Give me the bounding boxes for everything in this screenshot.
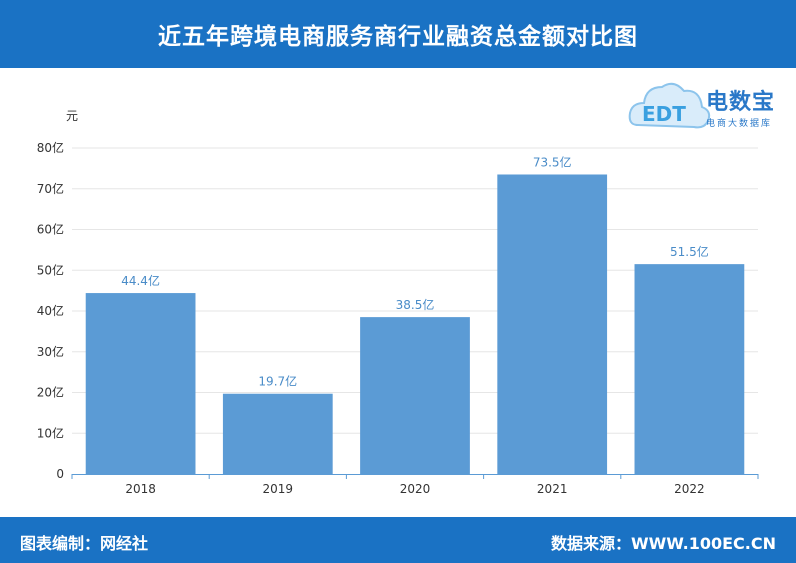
y-tick-label: 70亿 [37,181,64,196]
x-tick-label: 2022 [674,482,705,496]
chart-title: 近五年跨境电商服务商行业融资总金额对比图 [0,0,796,68]
logo-name: 电数宝 [706,90,776,115]
logo-mark: EDT [642,102,686,126]
data-label: 51.5亿 [670,244,709,259]
y-tick-label: 10亿 [37,425,64,440]
bar [634,264,745,474]
y-tick-label: 0 [56,467,64,481]
y-tick-label: 50亿 [37,262,64,277]
bar [85,293,196,474]
footer-source: 数据来源：WWW.100EC.CN [550,534,776,553]
bar [497,174,608,475]
x-tick-label: 2020 [400,482,431,496]
bar [360,317,470,474]
y-tick-label: 60亿 [37,222,64,237]
data-label: 73.5亿 [533,154,572,169]
x-tick-label: 2018 [125,482,156,496]
y-tick-label: 30亿 [37,344,64,359]
data-label: 19.7亿 [258,374,297,389]
x-tick-label: 2021 [537,482,568,496]
y-tick-label: 80亿 [37,140,64,155]
logo-tagline: 电商大数据库 [706,119,773,129]
y-axis-unit: 元 [66,109,79,123]
y-tick-label: 20亿 [37,385,64,400]
cloud-logo-icon: EDT [628,82,711,129]
footer-bar: 图表编制：网经社 数据来源：WWW.100EC.CN [0,517,796,563]
data-label: 44.4亿 [121,273,160,288]
y-tick-label: 40亿 [37,303,64,318]
bar [222,393,333,474]
data-label: 38.5亿 [396,297,435,312]
footer-editor: 图表编制：网经社 [20,534,149,553]
x-tick-label: 2019 [263,482,294,496]
bar-chart: 0 10亿 20亿 30亿 40亿 50亿 60亿 70亿 80亿 44.4亿 2018 19.7亿 2… [37,140,759,496]
